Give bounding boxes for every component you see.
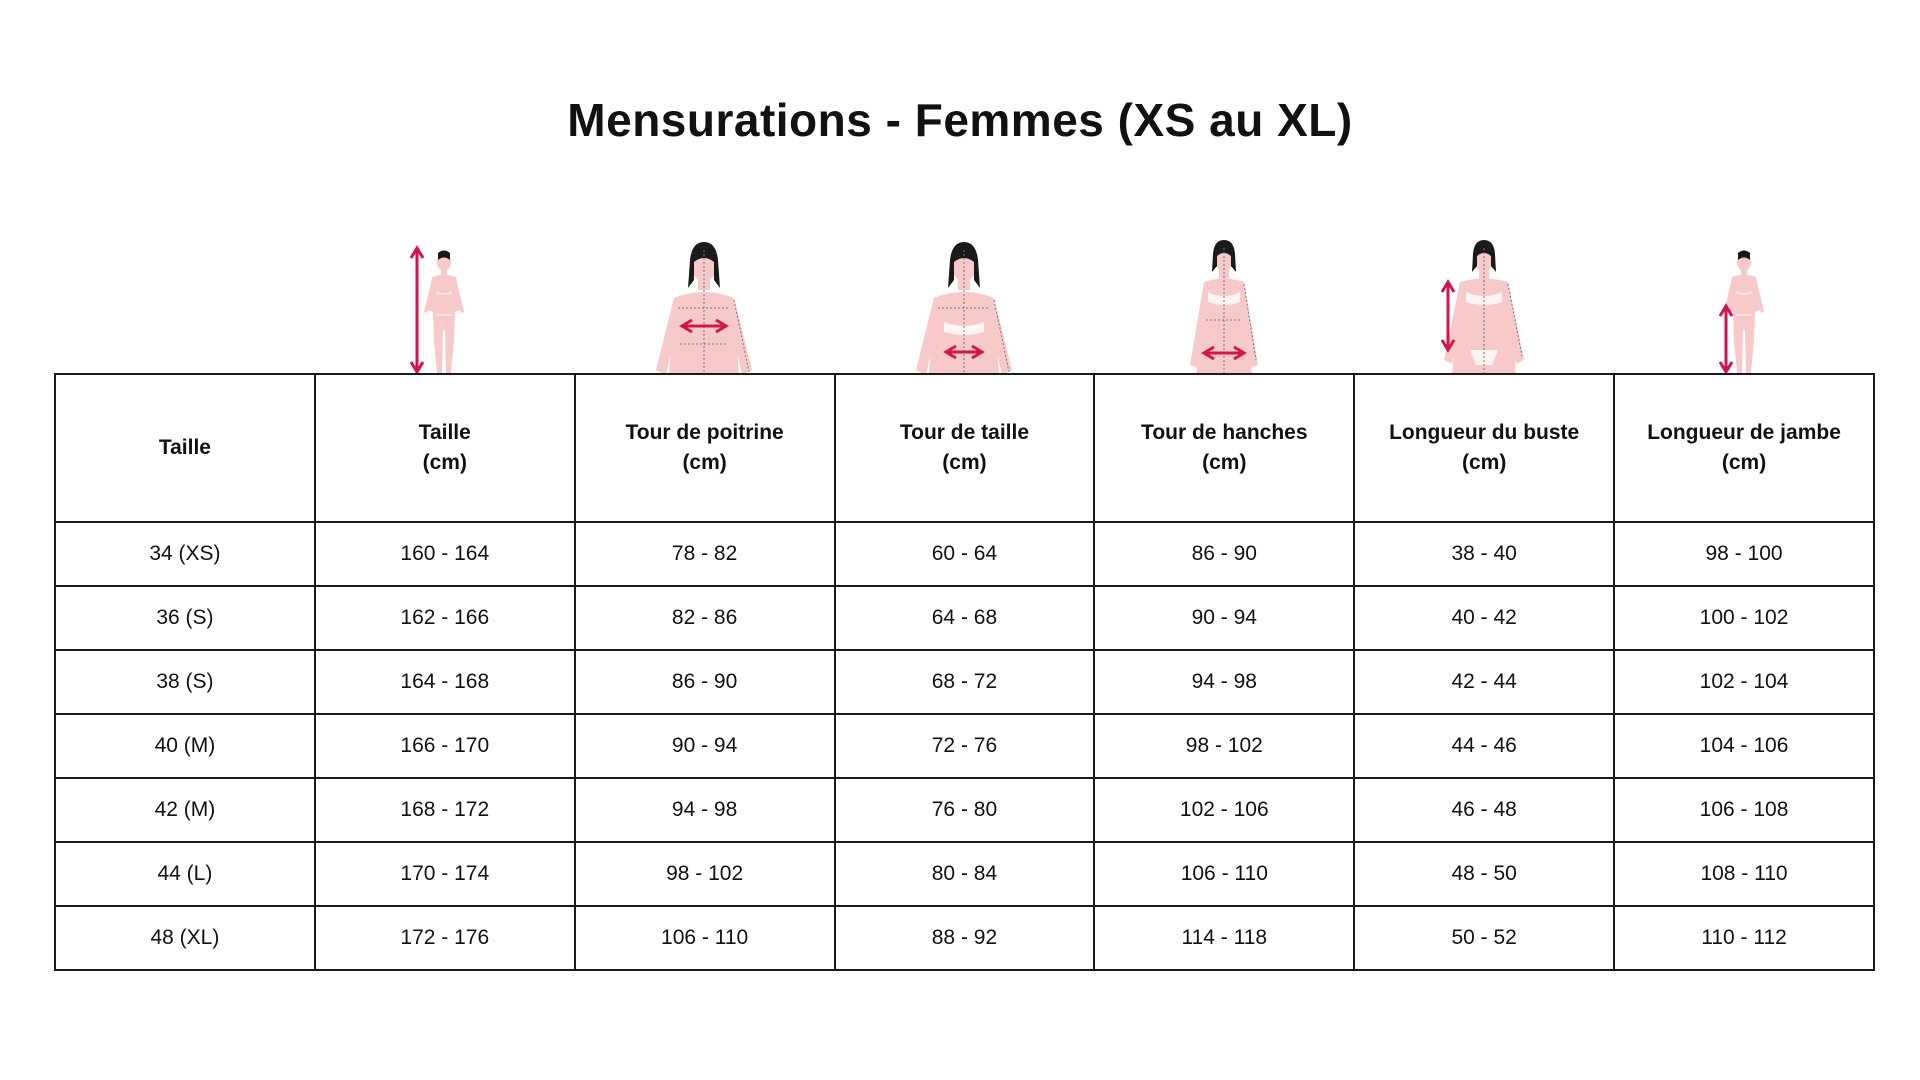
header-unit: (cm) (422, 451, 467, 474)
header-line: Taille (418, 421, 471, 444)
table-cell: 44 - 46 (1353, 713, 1616, 779)
header-line: Longueur du buste (1389, 421, 1580, 444)
header-unit: (cm) (1721, 451, 1767, 474)
table-cell: 48 - 50 (1353, 841, 1616, 907)
hips-measure-icon (1094, 220, 1354, 375)
table-row: 44 (L) 170 - 174 98 - 102 80 - 84 106 - … (54, 841, 1875, 907)
header-line: Taille (158, 436, 211, 459)
table-cell: 104 - 106 (1613, 713, 1875, 779)
height-measure-icon (314, 220, 574, 375)
torso-length-measure-icon (1354, 220, 1614, 375)
table-cell: 168 - 172 (313, 777, 576, 843)
header-unit: (cm) (942, 451, 987, 474)
table-header-row: Taille Taille (cm) Tour de poitrine (cm)… (54, 373, 1875, 523)
table-cell: 36 (S) (54, 585, 316, 651)
table-row: 40 (M) 166 - 170 90 - 94 72 - 76 98 - 10… (54, 713, 1875, 779)
illustration-empty (54, 220, 314, 375)
header-taille: Taille (54, 373, 316, 523)
table-cell: 172 - 176 (313, 905, 576, 971)
waist-measure-icon (834, 220, 1094, 375)
table-cell: 40 (M) (54, 713, 316, 779)
header-unit: (cm) (1461, 451, 1507, 474)
header-unit: (cm) (682, 451, 727, 474)
table-cell: 34 (XS) (54, 521, 316, 587)
table-cell: 90 - 94 (573, 713, 836, 779)
header-torso-length: Longueur du buste (cm) (1353, 373, 1616, 523)
table-row: 36 (S) 162 - 166 82 - 86 64 - 68 90 - 94… (54, 585, 1875, 651)
table-cell: 44 (L) (54, 841, 316, 907)
table-cell: 164 - 168 (313, 649, 576, 715)
table-cell: 170 - 174 (313, 841, 576, 907)
table-cell: 162 - 166 (313, 585, 576, 651)
table-cell: 98 - 102 (1093, 713, 1356, 779)
header-waist: Tour de taille (cm) (833, 373, 1096, 523)
table-cell: 46 - 48 (1353, 777, 1616, 843)
header-line: Tour de taille (899, 421, 1030, 444)
page-title: Mensurations - Femmes (XS au XL) (567, 94, 1353, 146)
table-cell: 98 - 100 (1613, 521, 1875, 587)
table-cell: 94 - 98 (573, 777, 836, 843)
table-cell: 90 - 94 (1093, 585, 1356, 651)
table-cell: 50 - 52 (1353, 905, 1616, 971)
measurement-illustrations (54, 220, 1875, 375)
table-row: 42 (M) 168 - 172 94 - 98 76 - 80 102 - 1… (54, 777, 1875, 843)
table-cell: 100 - 102 (1613, 585, 1875, 651)
table-row: 48 (XL) 172 - 176 106 - 110 88 - 92 114 … (54, 905, 1875, 971)
table-cell: 102 - 106 (1093, 777, 1356, 843)
table-cell: 166 - 170 (313, 713, 576, 779)
table-cell: 106 - 110 (573, 905, 836, 971)
header-hips: Tour de hanches (cm) (1093, 373, 1356, 523)
header-line: Tour de poitrine (625, 421, 784, 444)
table-cell: 78 - 82 (573, 521, 836, 587)
table-cell: 76 - 80 (833, 777, 1096, 843)
table-cell: 88 - 92 (833, 905, 1096, 971)
header-unit: (cm) (1202, 451, 1247, 474)
header-height: Taille (cm) (313, 373, 576, 523)
table-cell: 106 - 110 (1093, 841, 1356, 907)
header-chest: Tour de poitrine (cm) (573, 373, 836, 523)
table-cell: 86 - 90 (573, 649, 836, 715)
table-cell: 80 - 84 (833, 841, 1096, 907)
size-table: Taille Taille (cm) Tour de poitrine (cm)… (54, 373, 1875, 971)
chest-measure-icon (574, 220, 834, 375)
table-cell: 68 - 72 (833, 649, 1096, 715)
table-cell: 64 - 68 (833, 585, 1096, 651)
table-cell: 110 - 112 (1613, 905, 1875, 971)
table-cell: 106 - 108 (1613, 777, 1875, 843)
table-cell: 82 - 86 (573, 585, 836, 651)
table-cell: 38 - 40 (1353, 521, 1616, 587)
table-cell: 86 - 90 (1093, 521, 1356, 587)
table-row: 38 (S) 164 - 168 86 - 90 68 - 72 94 - 98… (54, 649, 1875, 715)
table-cell: 60 - 64 (833, 521, 1096, 587)
table-cell: 102 - 104 (1613, 649, 1875, 715)
table-cell: 40 - 42 (1353, 585, 1616, 651)
table-cell: 94 - 98 (1093, 649, 1356, 715)
table-cell: 48 (XL) (54, 905, 316, 971)
leg-length-measure-icon (1614, 220, 1874, 375)
header-line: Longueur de jambe (1647, 421, 1841, 444)
table-cell: 160 - 164 (313, 521, 576, 587)
header-line: Tour de hanches (1141, 421, 1308, 444)
table-cell: 42 - 44 (1353, 649, 1616, 715)
table-cell: 72 - 76 (833, 713, 1096, 779)
table-cell: 42 (M) (54, 777, 316, 843)
header-leg-length: Longueur de jambe (cm) (1613, 373, 1875, 523)
table-cell: 108 - 110 (1613, 841, 1875, 907)
table-cell: 114 - 118 (1093, 905, 1356, 971)
table-cell: 38 (S) (54, 649, 316, 715)
table-row: 34 (XS) 160 - 164 78 - 82 60 - 64 86 - 9… (54, 521, 1875, 587)
table-cell: 98 - 102 (573, 841, 836, 907)
